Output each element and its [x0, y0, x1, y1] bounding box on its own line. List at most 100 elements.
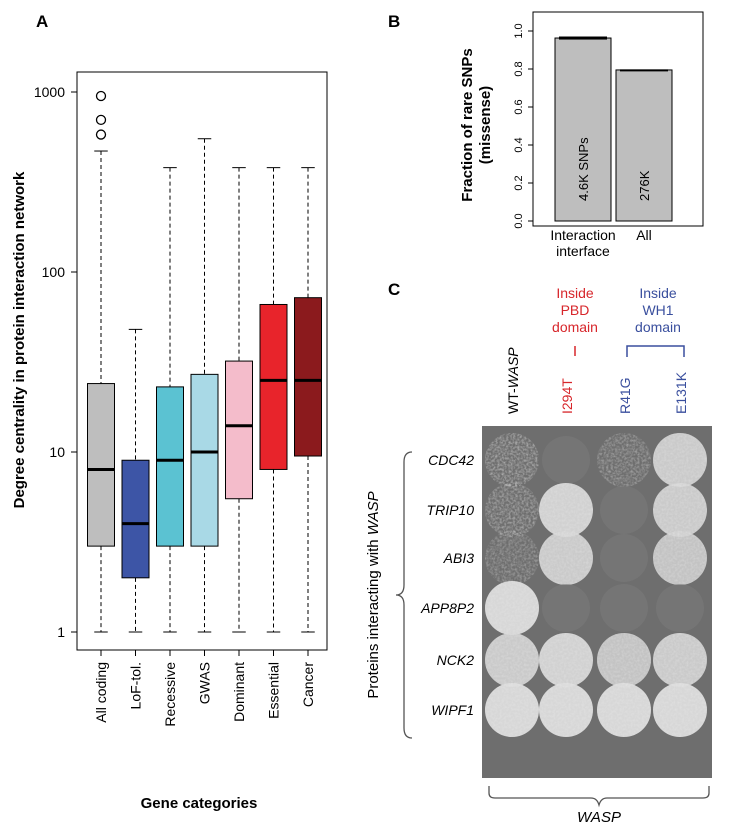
iqr-box	[190, 373, 219, 547]
colony-cdc42-wasp	[485, 433, 539, 487]
x-tick-label-lof-tol: LoF-tol.	[128, 662, 144, 709]
colony-cdc42-e131k	[653, 433, 707, 487]
colony-app8p2-r41g	[600, 584, 648, 632]
colony-texture	[539, 531, 593, 585]
colony-texture	[539, 683, 593, 737]
y-tick-label-1.0: 1.0	[513, 23, 525, 38]
x-tick-label-recessive: Recessive	[162, 662, 178, 727]
error-bar	[620, 69, 668, 72]
colony-texture	[485, 683, 539, 737]
colony-trip10-wasp	[485, 483, 539, 537]
colony-texture	[597, 683, 651, 737]
bar-label: 276K	[637, 170, 652, 201]
colony-wipf1-e131k	[653, 683, 707, 737]
colony-cdc42-r41g	[597, 433, 651, 487]
y-tick-label-0.6: 0.6	[513, 99, 525, 114]
colony-trip10-i294t	[539, 483, 593, 537]
panel-c-column-labels: WT-WASP I294T R41G E131K	[505, 347, 689, 414]
column-label-gene: WASP	[505, 347, 521, 389]
faint-spot	[600, 584, 648, 632]
row-axis-label-prefix: Proteins interacting with	[365, 535, 382, 698]
wh1-annotation-line-0: Inside	[639, 285, 677, 301]
colony-trip10-r41g	[600, 486, 648, 534]
panel-c-row-labels: CDC42 TRIP10 ABI3 APP8P2 NCK2 WIPF1	[420, 452, 474, 718]
panel-b-barchart: 0.0 0.2 0.4 0.6 0.8 1.0 4.6K SNPs 276K Interac…	[459, 11, 704, 259]
colony-texture	[653, 531, 707, 585]
colony-texture	[653, 433, 707, 487]
colony-abi3-r41g	[600, 534, 648, 582]
y-tick-label-1000: 1000	[34, 84, 65, 100]
panel-c-bottom-label: WASP	[577, 809, 621, 826]
column-label-e131k: E131K	[673, 371, 689, 414]
column-label-i294t: I294T	[559, 378, 575, 414]
colony-nck2-i294t	[539, 633, 593, 687]
panel-c-row-axis-label: Proteins interacting with WASP	[365, 491, 382, 698]
colony-texture	[653, 633, 707, 687]
x-tick-label-cancer: Cancer	[300, 662, 316, 707]
colony-texture	[539, 633, 593, 687]
column-label-wasp: WT-WASP	[505, 347, 521, 414]
x-tick-label-0-1: interface	[556, 243, 610, 259]
row-label-trip10: TRIP10	[427, 502, 475, 518]
panel-c-colonies	[485, 433, 707, 737]
colony-app8p2-wasp	[485, 581, 539, 635]
colony-texture	[485, 581, 539, 635]
colony-nck2-e131k	[653, 633, 707, 687]
outlier-1	[95, 114, 107, 126]
row-label-wipf1: WIPF1	[431, 702, 474, 718]
bar-1: 276K	[615, 69, 673, 222]
iqr-box	[259, 303, 288, 470]
pbd-annotation-line-1: PBD	[561, 302, 590, 318]
y-tick-label-0.2: 0.2	[513, 175, 525, 190]
row-label-abi3: ABI3	[443, 550, 475, 566]
row-brace	[395, 451, 413, 739]
bar-label: 4.6K SNPs	[576, 137, 591, 201]
colony-wipf1-wasp	[485, 683, 539, 737]
column-brace	[488, 786, 710, 808]
pbd-annotation-line-0: Inside	[556, 285, 594, 301]
colony-texture	[653, 683, 707, 737]
iqr-box	[156, 386, 184, 547]
box-dominant	[225, 167, 253, 633]
iqr-box	[294, 297, 322, 457]
colony-abi3-wasp	[485, 531, 539, 585]
x-tick-label-0-0: Interaction	[550, 227, 615, 243]
faint-spot	[542, 436, 590, 484]
row-label-nck2: NCK2	[437, 652, 475, 668]
iqr-box	[225, 360, 253, 500]
y-tick-label-1: 1	[57, 624, 65, 640]
colony-nck2-wasp	[485, 633, 539, 687]
panel-a-x-axis: All coding LoF-tol. Recessive GWAS Dominant E…	[93, 650, 316, 727]
colony-spot	[485, 483, 539, 537]
panel-a-letter: A	[36, 12, 48, 31]
faint-spot	[542, 584, 590, 632]
x-tick-label-dominant: Dominant	[231, 662, 247, 722]
faint-spot	[600, 486, 648, 534]
colony-texture	[485, 633, 539, 687]
panel-b-y-axis-title-line2: (missense)	[477, 86, 494, 164]
row-label-app8p2: APP8P2	[420, 600, 474, 616]
box-recessive	[156, 167, 184, 633]
y-tick-label-0.8: 0.8	[513, 61, 525, 76]
colony-app8p2-e131k	[656, 584, 704, 632]
bar-rect	[554, 37, 612, 222]
colony-abi3-e131k	[653, 531, 707, 585]
bar-0: 4.6K SNPs	[554, 36, 612, 222]
y-tick-label-10: 10	[49, 444, 65, 460]
x-tick-label-1-0: All	[636, 227, 652, 243]
colony-spot	[485, 433, 539, 487]
colony-texture	[653, 483, 707, 537]
panel-b-y-axis: 0.0 0.2 0.4 0.6 0.8 1.0	[513, 23, 533, 229]
panel-b-frame	[532, 11, 704, 227]
colony-cdc42-i294t	[542, 436, 590, 484]
box-gwas	[190, 138, 219, 633]
colony-trip10-e131k	[653, 483, 707, 537]
colony-wipf1-r41g	[597, 683, 651, 737]
y-tick-label-0.0: 0.0	[513, 213, 525, 228]
colony-texture	[597, 633, 651, 687]
panel-a-boxplot: 1 10 100 1000 All coding LoF-tol. Recessive GW…	[11, 71, 328, 812]
colony-spot	[485, 531, 539, 585]
